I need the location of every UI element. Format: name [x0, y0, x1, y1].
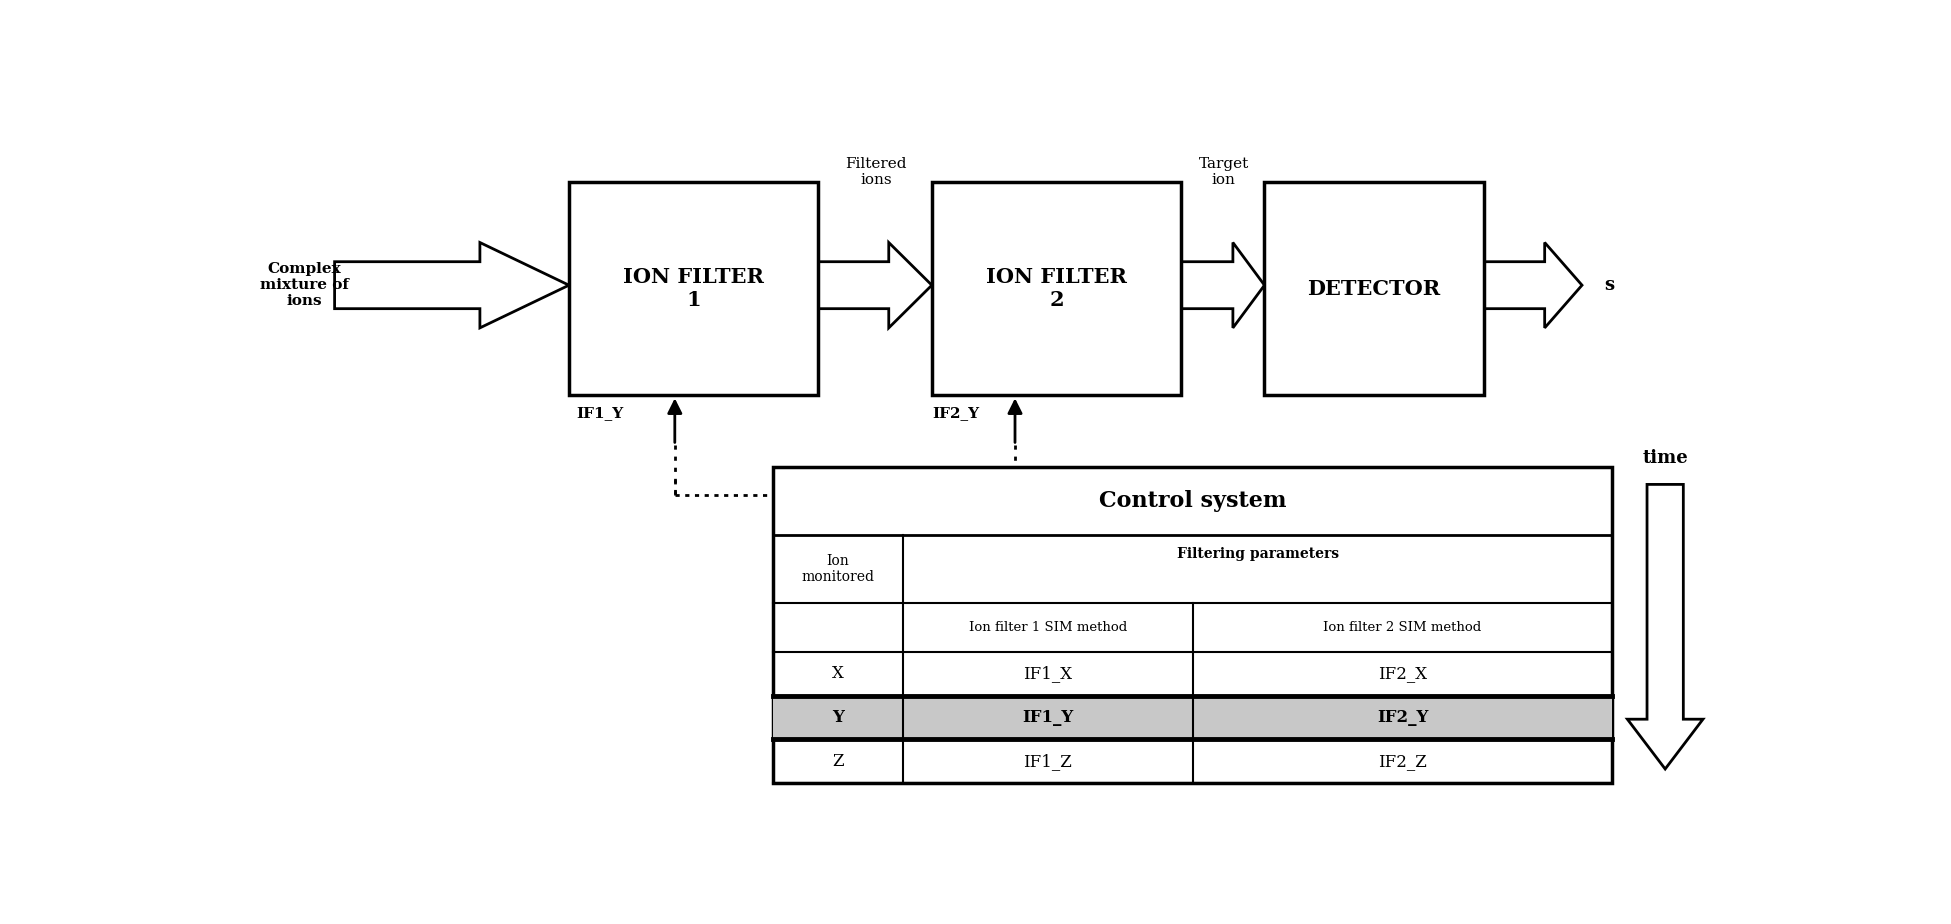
Text: Filtering parameters: Filtering parameters — [1176, 547, 1338, 561]
Text: DETECTOR: DETECTOR — [1307, 279, 1440, 298]
Bar — [1264, 182, 1485, 395]
Text: IF2_X: IF2_X — [1377, 665, 1426, 682]
Polygon shape — [1485, 242, 1582, 328]
Text: ION FILTER
2: ION FILTER 2 — [985, 267, 1128, 310]
Text: Target
ion: Target ion — [1198, 157, 1249, 188]
Text: IF2_Y: IF2_Y — [933, 407, 979, 420]
Text: IF1_Z: IF1_Z — [1024, 753, 1073, 770]
Text: Y: Y — [833, 709, 845, 726]
Text: IF1_Y: IF1_Y — [1022, 709, 1073, 726]
Text: IF1_X: IF1_X — [1024, 665, 1073, 682]
Text: IF2_Z: IF2_Z — [1377, 753, 1426, 770]
Text: ION FILTER
1: ION FILTER 1 — [622, 267, 765, 310]
Bar — [570, 182, 819, 395]
Text: IF2_Y: IF2_Y — [1377, 709, 1428, 726]
Bar — [773, 467, 1612, 784]
Text: Complex
mixture of
ions: Complex mixture of ions — [259, 262, 349, 309]
Text: X: X — [833, 665, 845, 682]
Bar — [773, 696, 1612, 739]
Text: Z: Z — [833, 753, 845, 770]
Text: Ion filter 1 SIM method: Ion filter 1 SIM method — [970, 621, 1128, 634]
Polygon shape — [336, 242, 570, 328]
Polygon shape — [819, 242, 933, 328]
Text: time: time — [1643, 449, 1688, 467]
Text: Ion
monitored: Ion monitored — [802, 553, 874, 584]
Text: s: s — [1606, 276, 1615, 294]
Bar — [933, 182, 1182, 395]
Polygon shape — [1627, 484, 1703, 769]
Text: Ion filter 2 SIM method: Ion filter 2 SIM method — [1323, 621, 1481, 634]
Text: Filtered
ions: Filtered ions — [845, 157, 907, 188]
Text: IF1_Y: IF1_Y — [577, 407, 624, 420]
Polygon shape — [1182, 242, 1264, 328]
Text: Control system: Control system — [1098, 490, 1286, 512]
